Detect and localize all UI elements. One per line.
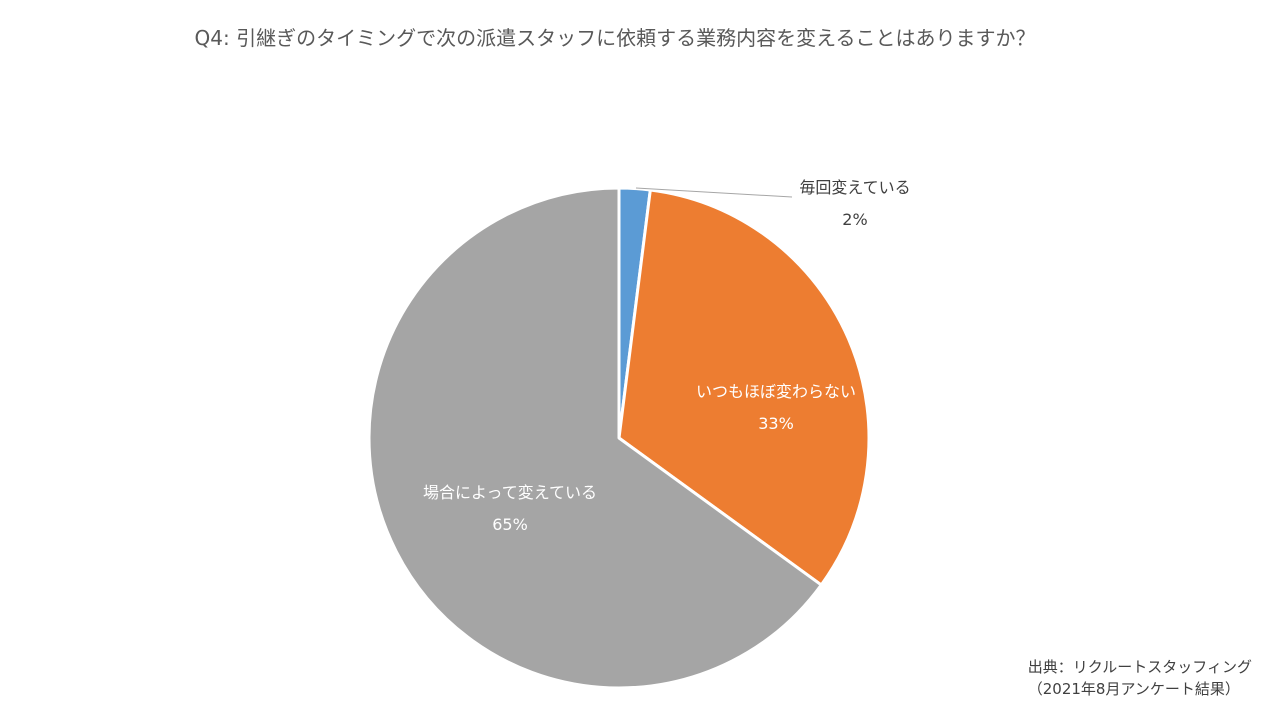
slice-label-name-2: 場合によって変えている: [423, 483, 597, 502]
slice-label-value-2: 65%: [492, 515, 528, 534]
pie-slices: [367, 186, 871, 690]
source-line-1: 出典：リクルートスタッフィング: [1027, 658, 1252, 676]
slice-label-name-0: 毎回変えている: [799, 178, 910, 197]
slice-label-value-1: 33%: [758, 414, 794, 433]
slice-label-value-0: 2%: [842, 210, 867, 229]
source-line-2: （2021年8月アンケート結果）: [1027, 680, 1240, 698]
source-note: 出典：リクルートスタッフィング （2021年8月アンケート結果）: [1028, 656, 1252, 700]
pie-slice-2: [367, 186, 823, 690]
leader-line: [635, 187, 793, 198]
slice-labels: 毎回変えている 2% いつもほぼ変わらない 33% 場合によって変えている 65…: [423, 178, 911, 534]
chart-title: Q4: 引継ぎのタイミングで次の派遣スタッフに依頼する業務内容を変えることはあり…: [194, 26, 1036, 50]
slice-label-name-1: いつもほぼ変わらない: [696, 382, 856, 401]
pie-slice-1: [617, 188, 871, 587]
